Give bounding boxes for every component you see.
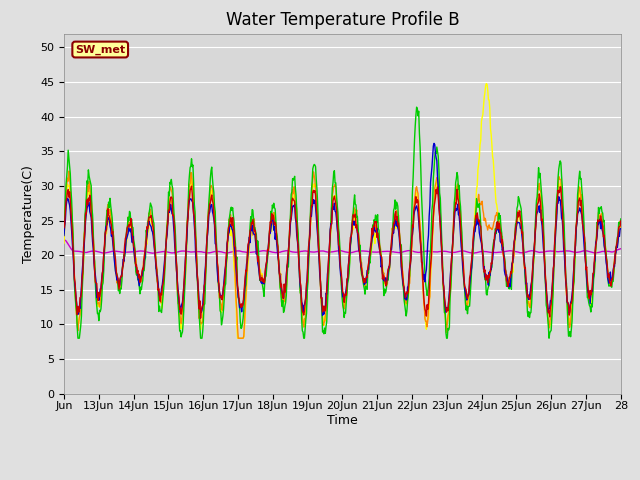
- Title: Water Temperature Profile B: Water Temperature Profile B: [225, 11, 460, 29]
- Y-axis label: Temperature(C): Temperature(C): [22, 165, 35, 263]
- Text: SW_met: SW_met: [75, 44, 125, 55]
- X-axis label: Time: Time: [327, 414, 358, 427]
